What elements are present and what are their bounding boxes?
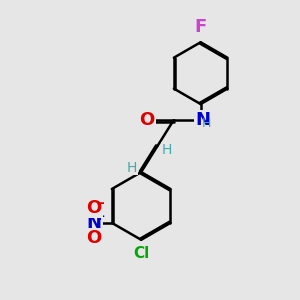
Text: H: H bbox=[127, 161, 137, 175]
Text: O: O bbox=[86, 199, 101, 217]
Text: N: N bbox=[196, 111, 211, 129]
Text: H: H bbox=[162, 143, 172, 157]
Text: N: N bbox=[86, 214, 101, 232]
Text: -: - bbox=[98, 196, 104, 210]
Text: +: + bbox=[95, 210, 105, 223]
Text: O: O bbox=[86, 229, 101, 247]
Text: H: H bbox=[202, 117, 211, 130]
Text: Cl: Cl bbox=[133, 246, 149, 261]
Text: F: F bbox=[194, 18, 207, 36]
Text: O: O bbox=[139, 111, 154, 129]
